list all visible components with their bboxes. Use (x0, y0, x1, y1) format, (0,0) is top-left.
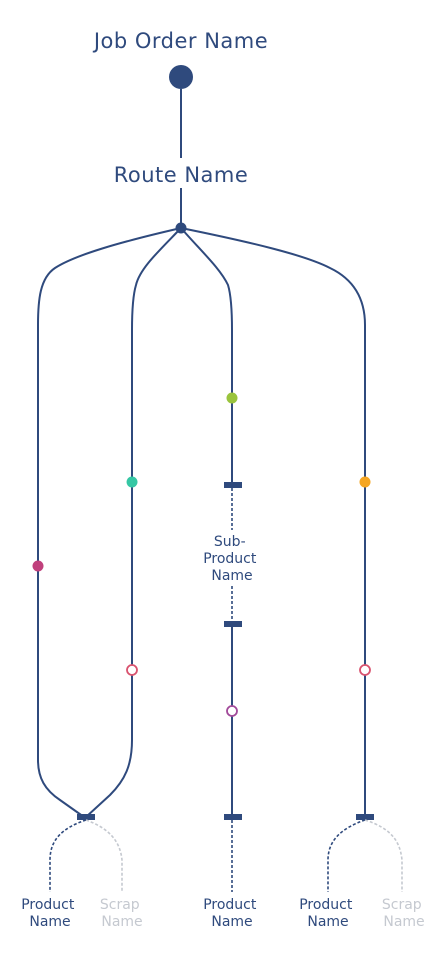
left-product-label-line1: Product (21, 897, 75, 913)
sub-product-label: Sub- Product Name (203, 534, 261, 584)
sub-product-output-bar[interactable] (224, 482, 242, 488)
left-scrap-label: Scrap Name (100, 897, 144, 930)
left-product-connector (49, 819, 87, 892)
sub-product-input-bar[interactable] (224, 621, 242, 627)
route-title: Route Name (114, 163, 249, 187)
left-product-label-line2: Name (29, 914, 70, 930)
branch-4-path (180, 227, 366, 814)
branch-3-operation-node[interactable] (226, 392, 238, 404)
right-product-label-line2: Name (307, 914, 348, 930)
branch-4-inspection-node[interactable] (359, 664, 371, 676)
branch-3-path (180, 227, 233, 483)
right-scrap-label-line2: Name (383, 914, 424, 930)
right-product-connector (327, 819, 366, 892)
branch-1-path (37, 227, 182, 818)
branch-2-inspection-node[interactable] (126, 664, 138, 676)
right-output-bar[interactable] (356, 814, 374, 820)
center-output-bar[interactable] (224, 814, 242, 820)
center-product-label: Product Name (203, 897, 261, 930)
branch-4-operation-node[interactable] (359, 476, 371, 488)
sub-product-label-line3: Name (211, 568, 252, 584)
left-scrap-label-line1: Scrap (100, 897, 140, 913)
right-scrap-connector (364, 819, 403, 892)
left-scrap-label-line2: Name (101, 914, 142, 930)
right-scrap-label: Scrap Name (382, 897, 426, 930)
branch-1-operation-node[interactable] (32, 560, 44, 572)
job-order-node[interactable] (169, 65, 193, 89)
merge-output-bar-left[interactable] (77, 814, 95, 820)
right-product-label: Product Name (299, 897, 357, 930)
left-product-label: Product Name (21, 897, 79, 930)
right-scrap-label-line1: Scrap (382, 897, 422, 913)
center-product-label-line2: Name (211, 914, 252, 930)
branch-2-operation-node[interactable] (126, 476, 138, 488)
branch-3-inspection-node[interactable] (226, 705, 238, 717)
left-scrap-connector (85, 819, 123, 892)
job-order-title: Job Order Name (92, 29, 268, 53)
right-product-label-line1: Product (299, 897, 353, 913)
sub-product-label-line1: Sub- (214, 534, 246, 550)
sub-product-label-line2: Product (203, 551, 257, 567)
branch-2-path (85, 227, 182, 818)
center-product-label-line1: Product (203, 897, 257, 913)
